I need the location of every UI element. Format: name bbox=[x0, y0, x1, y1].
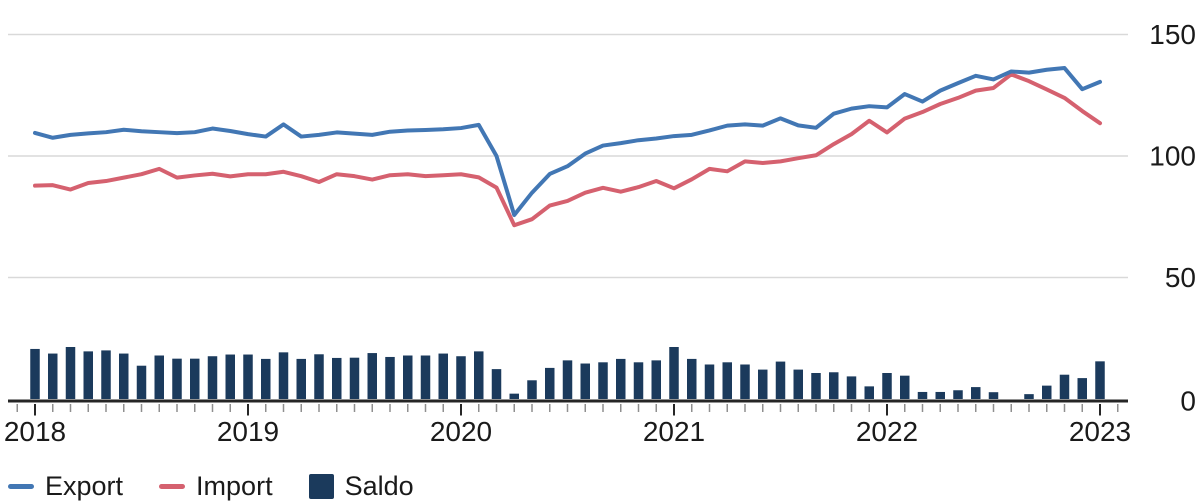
saldo-bar bbox=[633, 362, 644, 399]
saldo-bar bbox=[243, 354, 253, 399]
saldo-bar bbox=[385, 356, 395, 399]
x-axis-ticks bbox=[16, 404, 1119, 416]
legend-label-export: Export bbox=[45, 471, 124, 501]
x-tick-label-2023: 2023 bbox=[1069, 416, 1131, 447]
x-tick-label-2019: 2019 bbox=[217, 416, 279, 447]
saldo-bar bbox=[988, 392, 999, 399]
import-line bbox=[33, 72, 1102, 228]
saldo-bar bbox=[917, 391, 928, 399]
saldo-bars bbox=[30, 346, 1105, 399]
export-line-swatch bbox=[8, 483, 34, 489]
y-tick-label-50: 50 bbox=[1165, 262, 1196, 293]
saldo-bar bbox=[651, 360, 661, 399]
saldo-bar bbox=[119, 353, 129, 399]
saldo-bar bbox=[225, 354, 235, 399]
x-tick-label-2022: 2022 bbox=[856, 416, 918, 447]
saldo-bar bbox=[1095, 361, 1105, 399]
saldo-bar bbox=[1059, 374, 1070, 399]
saldo-bar bbox=[420, 355, 431, 399]
legend-item-export: Export bbox=[8, 471, 123, 501]
saldo-bar bbox=[190, 358, 200, 399]
saldo-bar bbox=[48, 353, 58, 399]
y-tick-label-150: 150 bbox=[1149, 19, 1196, 50]
saldo-bar bbox=[474, 351, 484, 399]
saldo-bar bbox=[562, 360, 573, 399]
saldo-bar bbox=[456, 356, 466, 399]
y-tick-label-100: 100 bbox=[1149, 141, 1196, 172]
chart-canvas: 2018 2019 2020 2021 2022 2023 150 100 50 0 bbox=[4, 19, 1196, 447]
saldo-bar-swatch bbox=[308, 473, 334, 499]
x-axis-year-labels: 2018 2019 2020 2021 2022 2023 bbox=[4, 416, 1131, 447]
legend-label-saldo: Saldo bbox=[344, 471, 414, 501]
saldo-bar bbox=[545, 367, 555, 399]
saldo-bar bbox=[775, 361, 786, 399]
y-axis-labels: 150 100 50 0 bbox=[1149, 19, 1196, 417]
saldo-bar bbox=[367, 353, 377, 399]
saldo-bar bbox=[30, 348, 40, 399]
saldo-bar bbox=[83, 351, 93, 399]
saldo-bar bbox=[669, 346, 679, 399]
saldo-bar bbox=[101, 350, 111, 399]
saldo-bar bbox=[846, 376, 857, 399]
saldo-bar bbox=[829, 372, 839, 399]
x-tick-label-2021: 2021 bbox=[643, 416, 705, 447]
saldo-bar bbox=[900, 375, 910, 399]
saldo-bar bbox=[598, 362, 608, 399]
saldo-bar bbox=[740, 364, 750, 399]
saldo-bar bbox=[438, 353, 448, 399]
saldo-bar bbox=[65, 346, 76, 399]
saldo-bar bbox=[722, 362, 732, 399]
saldo-bar bbox=[882, 372, 892, 399]
saldo-bar bbox=[314, 354, 324, 399]
saldo-bar bbox=[332, 357, 342, 399]
saldo-bar bbox=[403, 355, 413, 399]
saldo-bar bbox=[971, 387, 981, 399]
legend-label-import: Import bbox=[196, 471, 273, 501]
saldo-bar bbox=[811, 372, 821, 399]
export-polyline bbox=[33, 66, 1102, 218]
saldo-bar bbox=[172, 358, 182, 399]
saldo-bar bbox=[154, 355, 164, 399]
saldo-bar bbox=[349, 357, 360, 399]
export-line bbox=[33, 66, 1102, 218]
saldo-bar bbox=[491, 369, 502, 399]
x-tick-label-2018: 2018 bbox=[4, 416, 66, 447]
saldo-bar bbox=[527, 380, 537, 399]
gridlines bbox=[8, 33, 1128, 279]
saldo-bar bbox=[687, 358, 697, 399]
saldo-bar bbox=[616, 358, 626, 399]
legend-item-saldo: Saldo bbox=[308, 471, 414, 501]
saldo-bar bbox=[580, 363, 590, 399]
y-tick-label-0: 0 bbox=[1180, 386, 1196, 417]
saldo-bar bbox=[207, 356, 218, 399]
legend-item-import: Import bbox=[159, 471, 273, 501]
saldo-bar bbox=[136, 365, 147, 399]
legend: Export Import Saldo bbox=[8, 471, 414, 501]
saldo-bar bbox=[935, 391, 945, 399]
saldo-bar bbox=[278, 352, 289, 399]
import-polyline bbox=[33, 72, 1102, 228]
import-line-swatch bbox=[159, 483, 186, 489]
saldo-bar bbox=[758, 369, 768, 399]
x-tick-label-2020: 2020 bbox=[430, 416, 492, 447]
saldo-bar bbox=[1077, 378, 1087, 399]
saldo-bar bbox=[1024, 394, 1034, 399]
saldo-bar bbox=[296, 358, 306, 399]
saldo-bar bbox=[1042, 385, 1052, 399]
saldo-bar bbox=[864, 386, 874, 399]
saldo-bar bbox=[953, 390, 963, 399]
saldo-bar bbox=[793, 369, 803, 399]
saldo-bar bbox=[704, 364, 715, 399]
saldo-bar bbox=[509, 393, 519, 399]
saldo-bar bbox=[261, 358, 271, 399]
